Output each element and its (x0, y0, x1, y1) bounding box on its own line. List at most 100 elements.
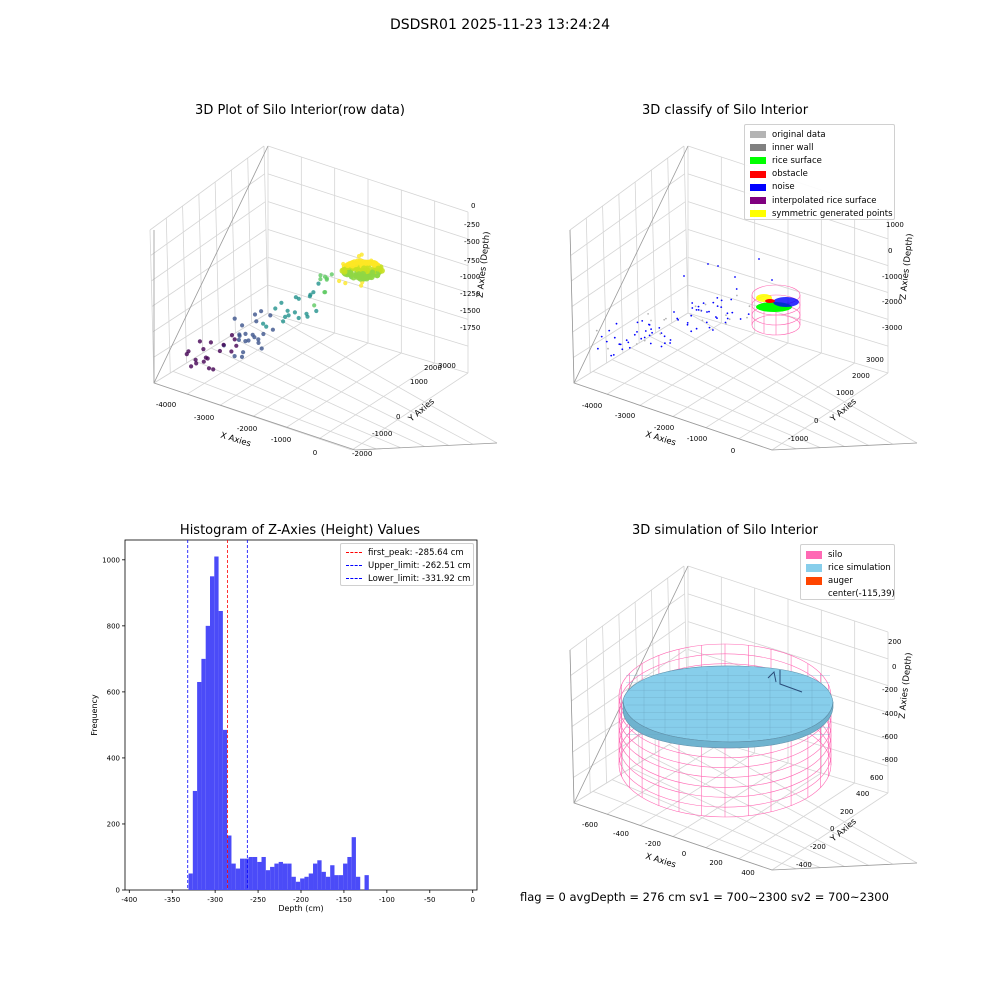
p2-xtick: 0 (731, 447, 735, 455)
legend-label: rice simulation (828, 562, 891, 573)
data-point (234, 343, 239, 348)
data-point (350, 274, 357, 281)
grid-line (152, 256, 267, 333)
data-point (648, 334, 651, 337)
data-point (726, 317, 729, 320)
data-point (349, 260, 356, 267)
histogram-bar (325, 876, 331, 890)
data-point (686, 323, 689, 326)
grid-line (592, 790, 797, 870)
data-point (704, 303, 707, 306)
grid-line (639, 332, 755, 406)
p1-xtick: -3000 (194, 414, 214, 422)
grid-line (285, 352, 402, 429)
data-point (279, 300, 284, 305)
histogram-bar (313, 863, 318, 890)
data-point (734, 276, 736, 278)
x-tick-label: 0 (470, 896, 474, 904)
data-point (648, 324, 651, 326)
data-point (619, 343, 622, 346)
p1-ytick: 0 (396, 413, 400, 421)
p4-xtick: 200 (709, 859, 722, 867)
data-point (256, 340, 261, 345)
data-point (627, 341, 630, 344)
p1-ztick: -1000 (460, 273, 480, 281)
data-point (203, 355, 208, 360)
panel4-x-ticks: -600 -400 -200 0 200 400 (582, 821, 755, 877)
data-point (633, 333, 636, 336)
panel4-pane-edges (569, 565, 918, 871)
data-point (625, 339, 628, 342)
legend-swatch (750, 131, 766, 139)
histogram-bar (265, 870, 271, 890)
histogram-bar (291, 876, 296, 890)
legend-label: original data (772, 129, 826, 140)
p4-xtick: -600 (582, 821, 598, 829)
p1-xlabel: X Axies (219, 431, 252, 450)
data-point (318, 277, 323, 282)
p4-ytick: -400 (796, 861, 812, 869)
data-point (701, 319, 704, 322)
legend-entry: symmetric generated points (750, 207, 893, 220)
histogram-bar (304, 876, 309, 890)
grid-line (267, 312, 498, 444)
p1-ztick: -1500 (460, 307, 480, 315)
p2-xtick: -1000 (687, 435, 707, 443)
histogram-y-ticks: 0 200 400 600 800 1000 (102, 556, 125, 895)
p1-ztick: -750 (464, 257, 480, 265)
data-point (686, 322, 689, 324)
legend-swatch (806, 550, 822, 559)
data-point (706, 311, 708, 313)
y-tick-label: 600 (107, 688, 120, 696)
data-point (208, 340, 213, 345)
p1-xtick: 0 (313, 449, 317, 457)
histogram-bar (235, 868, 241, 890)
data-point (286, 313, 291, 318)
data-point (375, 265, 382, 272)
grid-line (668, 744, 894, 865)
data-point (716, 297, 719, 299)
histogram-bar (240, 858, 245, 890)
histogram-bar (308, 873, 314, 890)
x-tick-label: -300 (207, 896, 223, 904)
histogram-bar (231, 863, 236, 890)
data-point (283, 314, 288, 319)
histogram-bar (287, 863, 292, 890)
p4-xlabel: X Axies (644, 852, 677, 871)
data-point (659, 332, 662, 335)
p4-ztick: -600 (882, 733, 898, 741)
data-point (246, 338, 251, 343)
panel1-points (184, 252, 385, 372)
data-point (595, 329, 598, 332)
histogram-bar (330, 865, 335, 890)
data-point (264, 324, 269, 329)
histogram-legend: first_peak: -285.64 cm Upper_limit: -262… (340, 543, 474, 586)
legend-line (346, 552, 362, 554)
panel2-pane-edges (569, 145, 918, 451)
histogram-bar (300, 878, 305, 890)
p2-zlabel: Z Axies (Depth) (899, 233, 916, 300)
p4-xtick: 400 (741, 869, 754, 877)
y-tick-label: 0 (116, 887, 120, 895)
data-point (194, 361, 199, 366)
data-point (359, 283, 364, 288)
grid-line (738, 362, 855, 440)
histogram-bar (205, 625, 210, 890)
legend-swatch (750, 210, 766, 218)
p1-xtick: -4000 (156, 401, 176, 409)
data-point (691, 307, 694, 309)
data-point (229, 349, 234, 354)
p4-ytick: 0 (830, 825, 834, 833)
histogram-bar (355, 876, 361, 890)
p4-xtick: -200 (645, 840, 661, 848)
panel1-y-ticks: -2000 -1000 0 1000 2000 3000 (352, 362, 456, 458)
data-point (716, 305, 719, 307)
data-point (690, 314, 693, 317)
legend-entry: Upper_limit: -262.51 cm (346, 559, 471, 572)
data-point (285, 308, 290, 313)
legend-swatch (750, 197, 766, 205)
data-point (254, 319, 259, 324)
data-point (605, 340, 608, 343)
panel2-rice-cluster (756, 294, 799, 312)
data-point (292, 310, 297, 315)
